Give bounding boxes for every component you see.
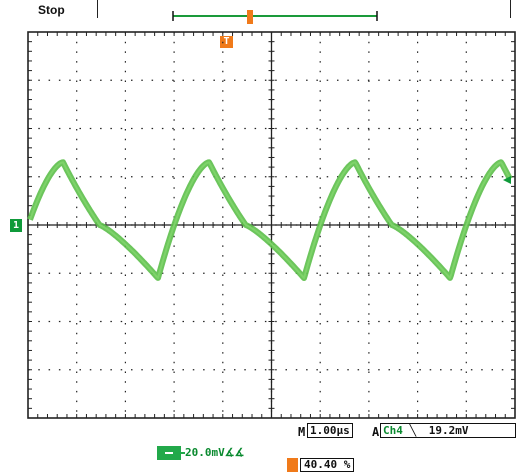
trigger-level-marker bbox=[503, 176, 511, 184]
trigger-position-icon bbox=[287, 458, 298, 472]
trigger-mode-label: A bbox=[372, 425, 380, 439]
trigger-position-marker[interactable]: T bbox=[220, 36, 233, 48]
falling-edge-icon: ╲ bbox=[409, 424, 417, 437]
trigger-position-value: 40.40 % bbox=[300, 458, 355, 472]
waveform-trace bbox=[27, 159, 513, 281]
channel-ground-marker[interactable]: 1 bbox=[10, 219, 22, 232]
trigger-readout[interactable]: Ch4 ╲ 19.2mV bbox=[380, 423, 516, 438]
waveform-envelope bbox=[27, 159, 513, 281]
timebase-label: M bbox=[298, 425, 306, 439]
trigger-position-pointer bbox=[247, 10, 253, 24]
waveform-line bbox=[29, 161, 511, 279]
header-divider bbox=[97, 0, 98, 18]
acquisition-status: Stop bbox=[38, 3, 65, 17]
trigger-level: 19.2mV bbox=[428, 424, 469, 437]
channel-scale-readout[interactable]: 20.0mV∡∡ bbox=[157, 446, 274, 460]
timebase-readout[interactable]: 1.00µs bbox=[307, 423, 353, 438]
header-divider bbox=[510, 0, 511, 18]
record-length-indicator bbox=[172, 11, 378, 21]
graticule bbox=[27, 31, 516, 419]
trigger-channel: Ch4 bbox=[383, 424, 403, 437]
channel-scale-value: 20.0mV∡∡ bbox=[185, 446, 245, 459]
channel-tag-icon bbox=[157, 446, 181, 460]
